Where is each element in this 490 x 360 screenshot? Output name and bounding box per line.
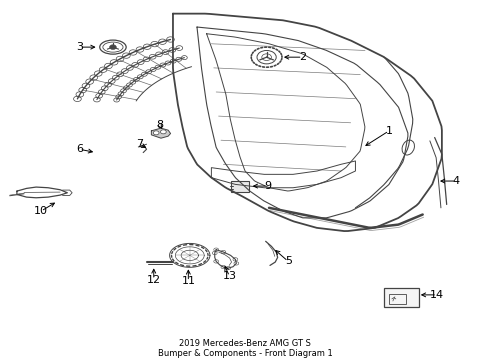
Text: 3: 3 <box>76 42 83 52</box>
Text: 1: 1 <box>386 126 392 136</box>
Polygon shape <box>151 128 171 138</box>
Text: 4: 4 <box>453 176 460 186</box>
Text: 2019 Mercedes-Benz AMG GT S
Bumper & Components - Front Diagram 1: 2019 Mercedes-Benz AMG GT S Bumper & Com… <box>158 339 332 358</box>
Bar <box>389 293 406 304</box>
Text: 6: 6 <box>76 144 83 154</box>
Circle shape <box>110 45 116 49</box>
Circle shape <box>161 130 166 134</box>
Bar <box>384 288 419 307</box>
Text: 8: 8 <box>156 120 163 130</box>
Text: 5: 5 <box>285 256 292 266</box>
Bar <box>231 181 249 192</box>
Text: 13: 13 <box>222 271 237 282</box>
Text: 14: 14 <box>430 290 444 300</box>
Text: 2: 2 <box>299 52 306 62</box>
Text: 12: 12 <box>147 275 161 285</box>
Text: 9: 9 <box>265 181 271 191</box>
Text: 7: 7 <box>136 139 143 149</box>
Text: 10: 10 <box>34 206 48 216</box>
Text: 11: 11 <box>181 276 196 287</box>
Circle shape <box>153 131 159 135</box>
